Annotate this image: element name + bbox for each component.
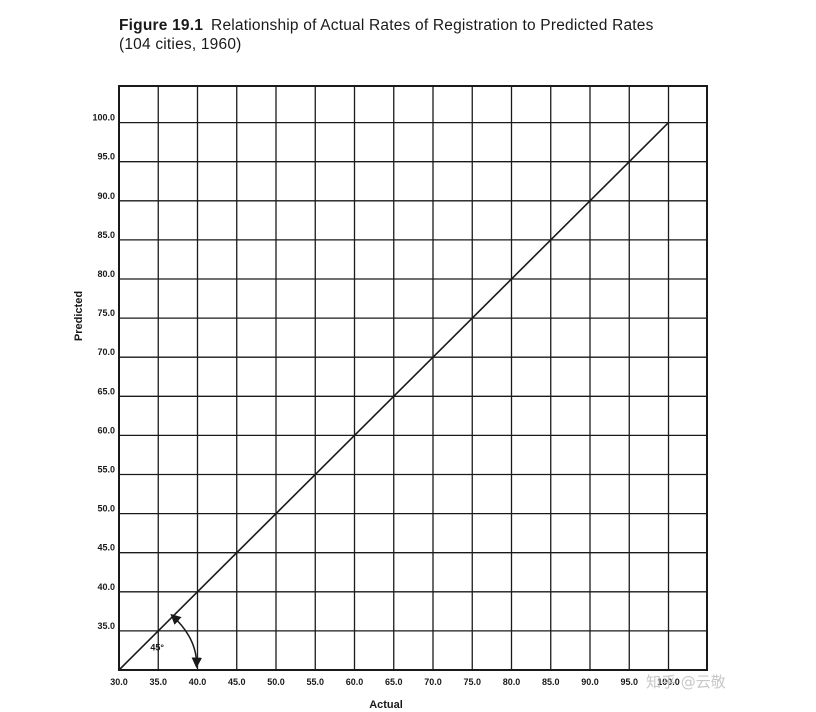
x-tick-label: 30.0 [110, 677, 128, 687]
plot-frame [118, 85, 708, 671]
watermark: 知乎 @云敬 [646, 673, 726, 691]
x-tick-label: 90.0 [581, 677, 599, 687]
y-tick-label: 75.0 [97, 308, 115, 318]
y-tick-label: 85.0 [97, 230, 115, 240]
x-tick-label: 85.0 [542, 677, 560, 687]
x-axis-title: Actual [369, 699, 403, 711]
x-tick-label: 40.0 [189, 677, 207, 687]
x-tick-label: 95.0 [620, 677, 638, 687]
y-tick-label: 45.0 [97, 543, 115, 553]
x-tick-label: 60.0 [346, 677, 364, 687]
y-tick-label: 55.0 [97, 465, 115, 475]
x-tick-label: 100.0 [657, 677, 680, 687]
x-tick-label: 50.0 [267, 677, 285, 687]
y-tick-label: 100.0 [92, 113, 115, 123]
figure-caption: Figure 19.1 Relationship of Actual Rates … [119, 16, 709, 54]
x-tick-label: 75.0 [463, 677, 481, 687]
x-tick-label: 80.0 [503, 677, 521, 687]
y-tick-label: 60.0 [97, 425, 115, 435]
series-line [118, 122, 670, 671]
figure-title: Relationship of Actual Rates of Registra… [211, 17, 654, 34]
y-tick-label: 40.0 [97, 582, 115, 592]
y-tick-label: 80.0 [97, 269, 115, 279]
y-tick-label: 90.0 [97, 191, 115, 201]
figure-subtitle: (104 cities, 1960) [119, 36, 242, 53]
angle-label: 45° [150, 642, 164, 652]
y-tick-label: 35.0 [97, 621, 115, 631]
y-tick-label: 65.0 [97, 386, 115, 396]
y-tick-label: 50.0 [97, 504, 115, 514]
angle-arc [170, 613, 203, 669]
x-tick-label: 55.0 [306, 677, 324, 687]
x-tick-label: 35.0 [149, 677, 167, 687]
y-tick-label: 70.0 [97, 347, 115, 357]
y-axis-title: Predicted [73, 291, 85, 341]
x-tick-label: 70.0 [424, 677, 442, 687]
figure-label: Figure 19.1 [119, 17, 204, 34]
y-tick-label: 95.0 [97, 152, 115, 162]
x-tick-label: 65.0 [385, 677, 403, 687]
x-tick-label: 45.0 [228, 677, 246, 687]
